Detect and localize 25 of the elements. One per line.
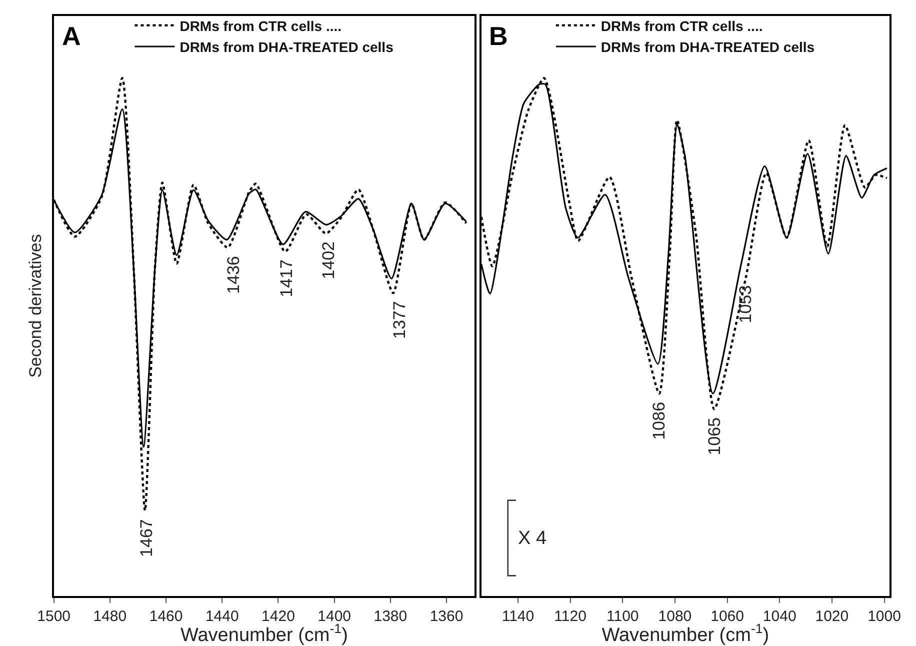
x-tick-label: 1020	[815, 608, 849, 625]
annotation: 1467	[136, 519, 156, 557]
y-axis-title: Second derivatives	[26, 234, 46, 378]
text: B	[489, 21, 508, 51]
x-tick-label: 1460	[149, 608, 183, 625]
annotation: 1402	[319, 241, 338, 280]
annotation: X 4	[518, 528, 547, 549]
x-tick-label: 1120	[554, 608, 586, 625]
legend-label: DRMs from CTR cells ....	[180, 18, 342, 34]
annotation: 1436	[224, 256, 243, 294]
annotation: 1417	[277, 259, 296, 298]
x-tick-label: 1500	[37, 608, 71, 625]
x-tick-label: 1480	[93, 608, 127, 625]
x-tick-label: 1000	[868, 608, 901, 625]
legend-label: DRMs from CTR cells ....	[600, 18, 763, 34]
text: A	[62, 21, 81, 51]
x-tick-label: 1140	[502, 608, 534, 625]
annotation: 1377	[390, 301, 409, 339]
annotation: 1086	[650, 402, 669, 440]
annotation: 1065	[705, 417, 724, 456]
annotation: 1053	[736, 285, 756, 324]
x-tick-label: 1360	[430, 608, 464, 625]
legend-label: DRMs from DHA-TREATED cells	[600, 38, 815, 55]
legend-label: DRMs from DHA-TREATED cells	[180, 38, 394, 55]
x-tick-label: 1380	[374, 608, 408, 625]
